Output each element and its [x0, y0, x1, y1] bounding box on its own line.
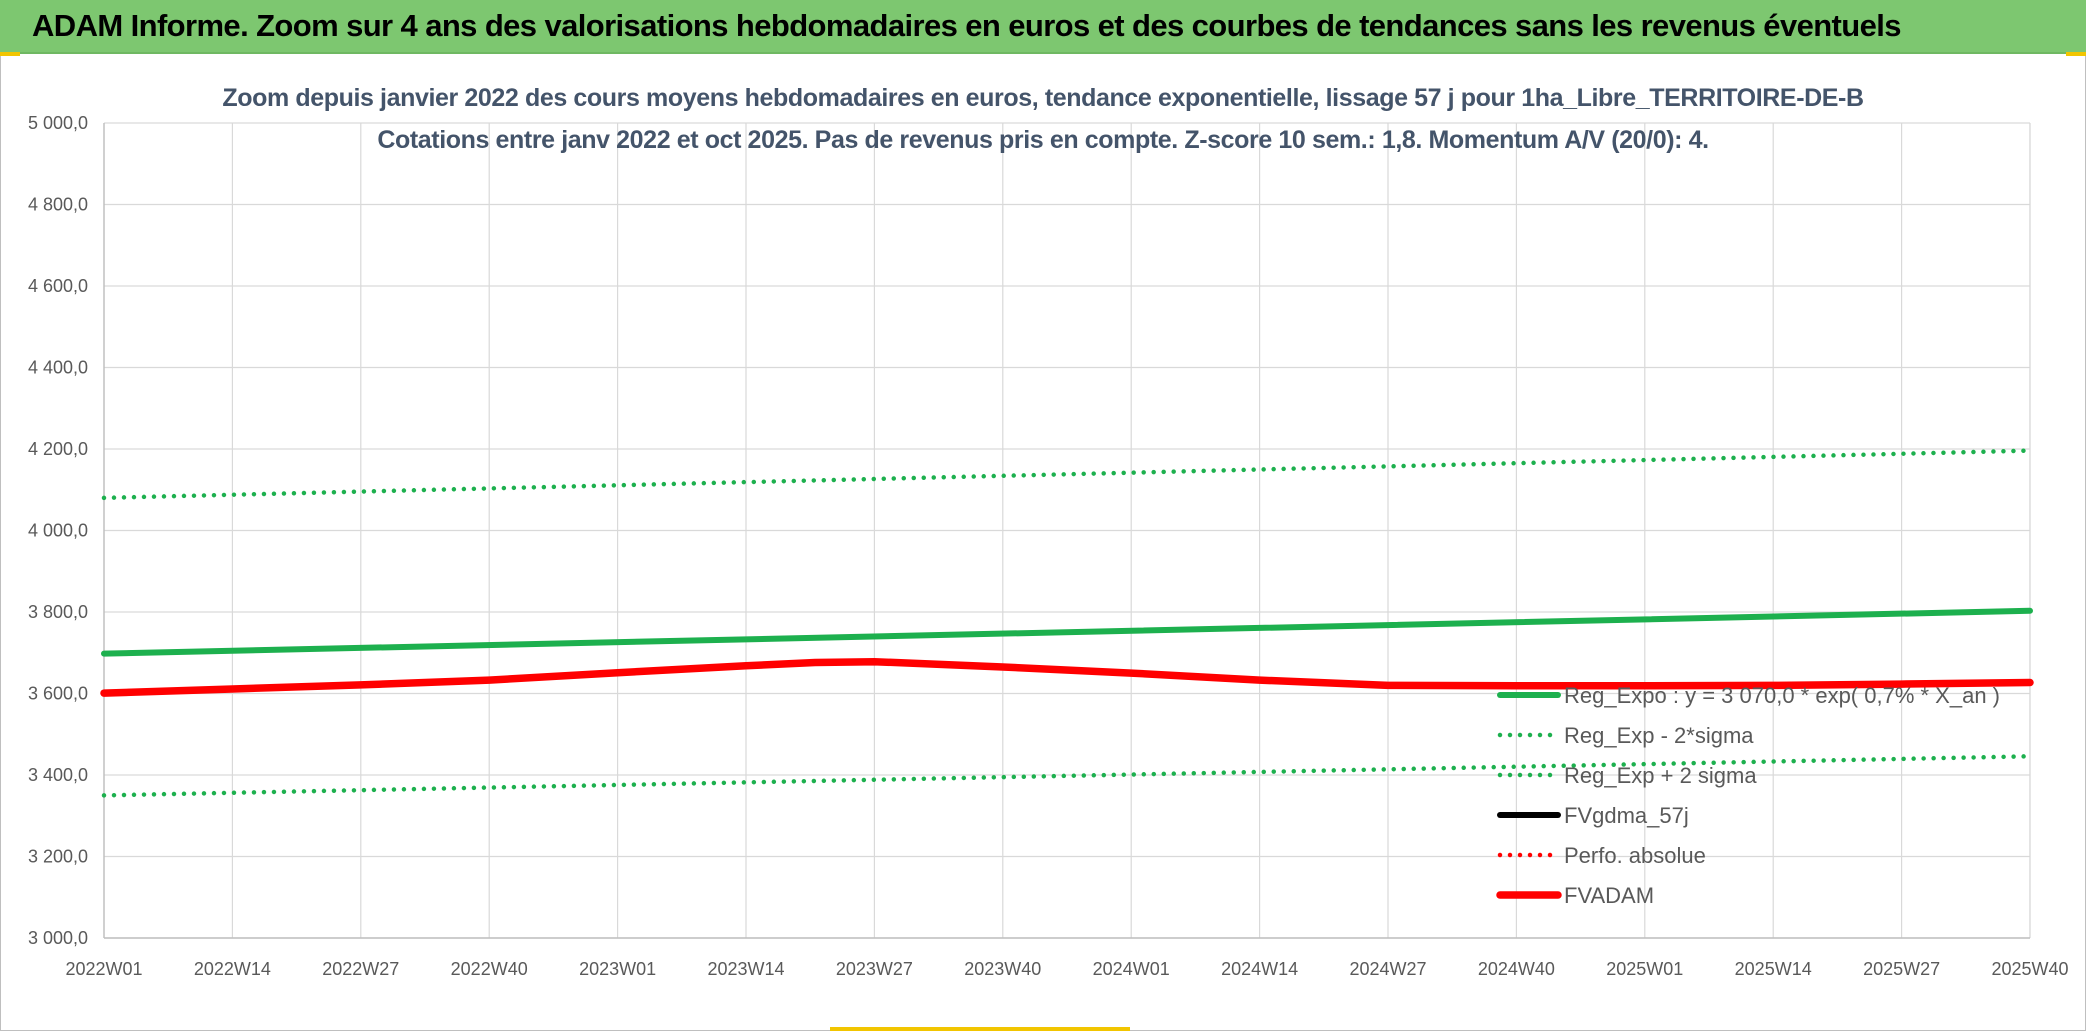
- series-line-2: [101, 754, 2033, 798]
- header-banner: ADAM Informe. Zoom sur 4 ans des valoris…: [0, 0, 2086, 54]
- x-tick-label: 2023W01: [579, 959, 656, 979]
- y-tick-label: 3 600,0: [28, 684, 88, 704]
- x-tick-label: 2023W40: [964, 959, 1041, 979]
- x-tick-label: 2025W14: [1735, 959, 1812, 979]
- series-line-3: [100, 657, 2034, 697]
- x-tick-label: 2024W27: [1349, 959, 1426, 979]
- x-tick-label: 2024W01: [1093, 959, 1170, 979]
- y-tick-label: 5 000,0: [28, 113, 88, 133]
- legend-label: FVADAM: [1564, 883, 1654, 908]
- x-tick-label: 2025W40: [1991, 959, 2068, 979]
- x-tick-label: 2022W27: [322, 959, 399, 979]
- legend-label: Reg_Exp - 2*sigma: [1564, 723, 1754, 748]
- accent-corner-left: [0, 52, 20, 56]
- x-tick-label: 2022W01: [65, 959, 142, 979]
- x-tick-label: 2025W01: [1606, 959, 1683, 979]
- chart-title-line-1: Zoom depuis janvier 2022 des cours moyen…: [222, 84, 1864, 112]
- y-tick-label: 3 800,0: [28, 602, 88, 622]
- series: [100, 448, 2034, 798]
- y-tick-label: 4 800,0: [28, 195, 88, 215]
- x-tick-label: 2024W14: [1221, 959, 1298, 979]
- accent-bottom: [830, 1027, 1130, 1031]
- report-title: ADAM Informe. Zoom sur 4 ans des valoris…: [32, 8, 1902, 43]
- x-tick-label: 2023W27: [836, 959, 913, 979]
- legend-label: Reg_Exp + 2 sigma: [1564, 763, 1757, 788]
- y-tick-label: 4 400,0: [28, 358, 88, 378]
- series-line-0: [101, 607, 2033, 657]
- grid: [103, 122, 2031, 939]
- y-tick-label: 4 000,0: [28, 521, 88, 541]
- legend-label: Reg_Expo : y = 3 070,0 * exp( 0,7% * X_a…: [1564, 683, 2000, 708]
- y-tick-label: 3 200,0: [28, 847, 88, 867]
- chart-title-line-2: Cotations entre janv 2022 et oct 2025. P…: [377, 126, 1709, 154]
- accent-corner-right: [2066, 52, 2086, 56]
- y-tick-label: 3 400,0: [28, 765, 88, 785]
- y-tick-label: 4 600,0: [28, 276, 88, 296]
- x-tick-label: 2022W40: [451, 959, 528, 979]
- x-tick-label: 2022W14: [194, 959, 271, 979]
- x-tick-label: 2023W14: [707, 959, 784, 979]
- series-line-1: [101, 448, 2033, 501]
- y-tick-label: 4 200,0: [28, 439, 88, 459]
- legend: Reg_Expo : y = 3 070,0 * exp( 0,7% * X_a…: [1496, 683, 2000, 908]
- x-tick-label: 2025W27: [1863, 959, 1940, 979]
- legend-label: FVgdma_57j: [1564, 803, 1689, 828]
- legend-label: Perfo. absolue: [1564, 843, 1706, 868]
- x-tick-label: 2024W40: [1478, 959, 1555, 979]
- axes: 5 000,0 4 800,0 4 600,0 4 400,0 4 200,0 4 000…: [28, 113, 2069, 979]
- y-tick-label: 3 000,0: [28, 928, 88, 948]
